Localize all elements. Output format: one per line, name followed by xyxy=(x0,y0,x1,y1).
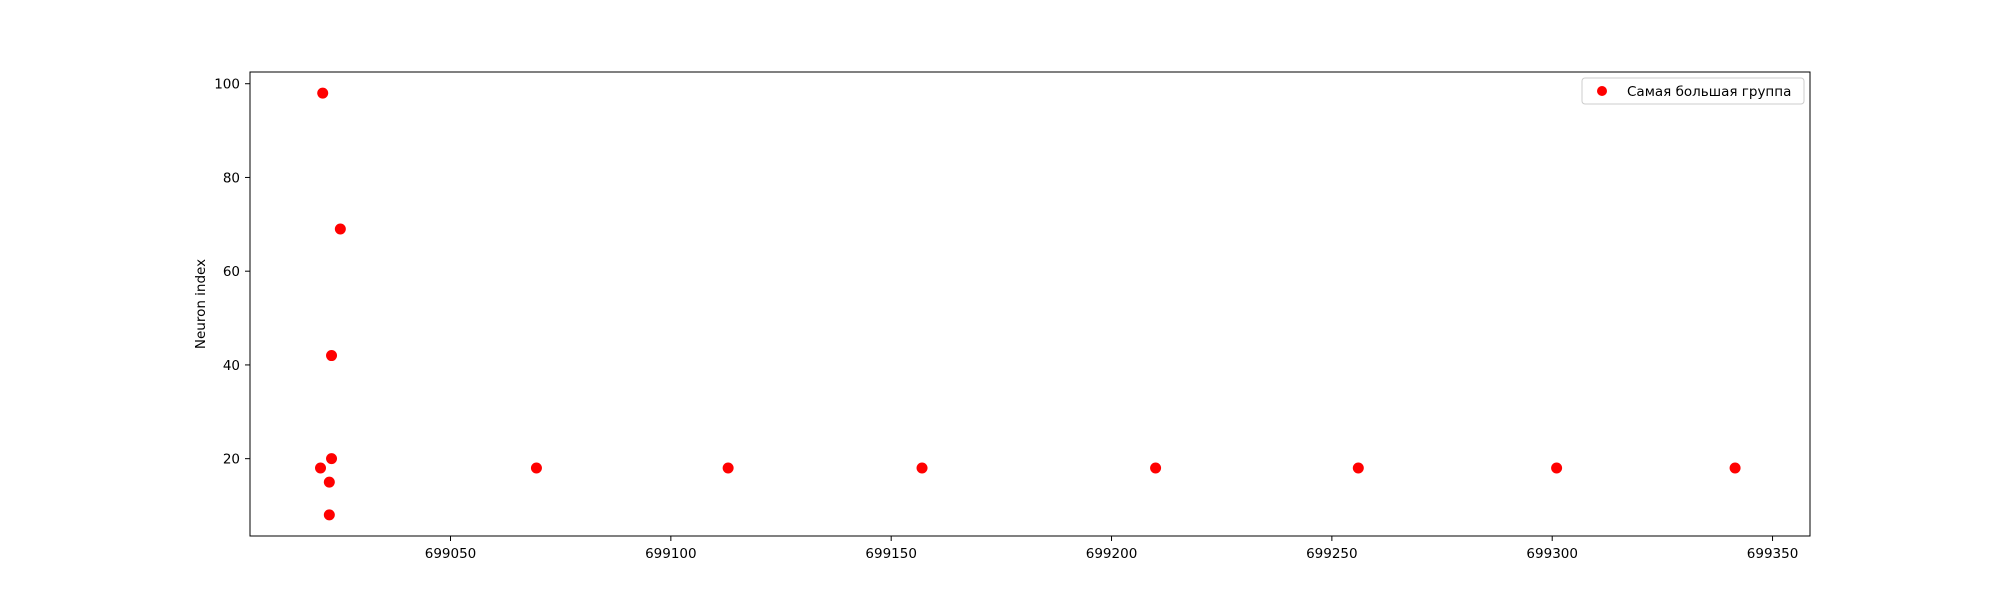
y-axis-title: Neuron index xyxy=(193,259,209,349)
legend-marker xyxy=(1597,86,1607,96)
legend-label: Самая большая группа xyxy=(1627,84,1791,100)
x-tick-label: 699150 xyxy=(865,546,917,562)
data-point xyxy=(315,462,327,474)
legend: Самая большая группа xyxy=(1581,77,1805,105)
y-tick-label: 100 xyxy=(214,77,240,93)
data-point xyxy=(1729,462,1741,474)
points-layer xyxy=(315,87,1741,521)
data-point xyxy=(317,87,329,99)
data-point xyxy=(326,453,338,465)
data-point xyxy=(1551,462,1563,474)
data-point xyxy=(530,462,542,474)
legend-box xyxy=(1581,77,1805,105)
data-point xyxy=(334,223,346,235)
y-axis: 20 40 60 80 100 xyxy=(214,77,250,468)
data-point xyxy=(326,350,338,362)
x-axis: 699050 699100 699150 699200 699250 699300 6993… xyxy=(425,536,1799,562)
y-tick-label: 40 xyxy=(223,358,240,374)
data-point xyxy=(1352,462,1364,474)
data-point xyxy=(323,476,335,488)
x-tick-label: 699300 xyxy=(1526,546,1578,562)
data-point xyxy=(722,462,734,474)
x-tick-label: 699200 xyxy=(1086,546,1138,562)
x-tick-label: 699100 xyxy=(645,546,697,562)
plot-area-frame xyxy=(249,71,1811,537)
y-tick-label: 20 xyxy=(223,452,240,468)
data-point xyxy=(916,462,928,474)
x-tick-label: 699250 xyxy=(1306,546,1358,562)
data-point xyxy=(323,509,335,521)
x-tick-label: 699050 xyxy=(425,546,477,562)
y-tick-label: 60 xyxy=(223,264,240,280)
y-tick-label: 80 xyxy=(223,170,240,186)
data-point xyxy=(1150,462,1162,474)
x-tick-label: 699350 xyxy=(1747,546,1799,562)
